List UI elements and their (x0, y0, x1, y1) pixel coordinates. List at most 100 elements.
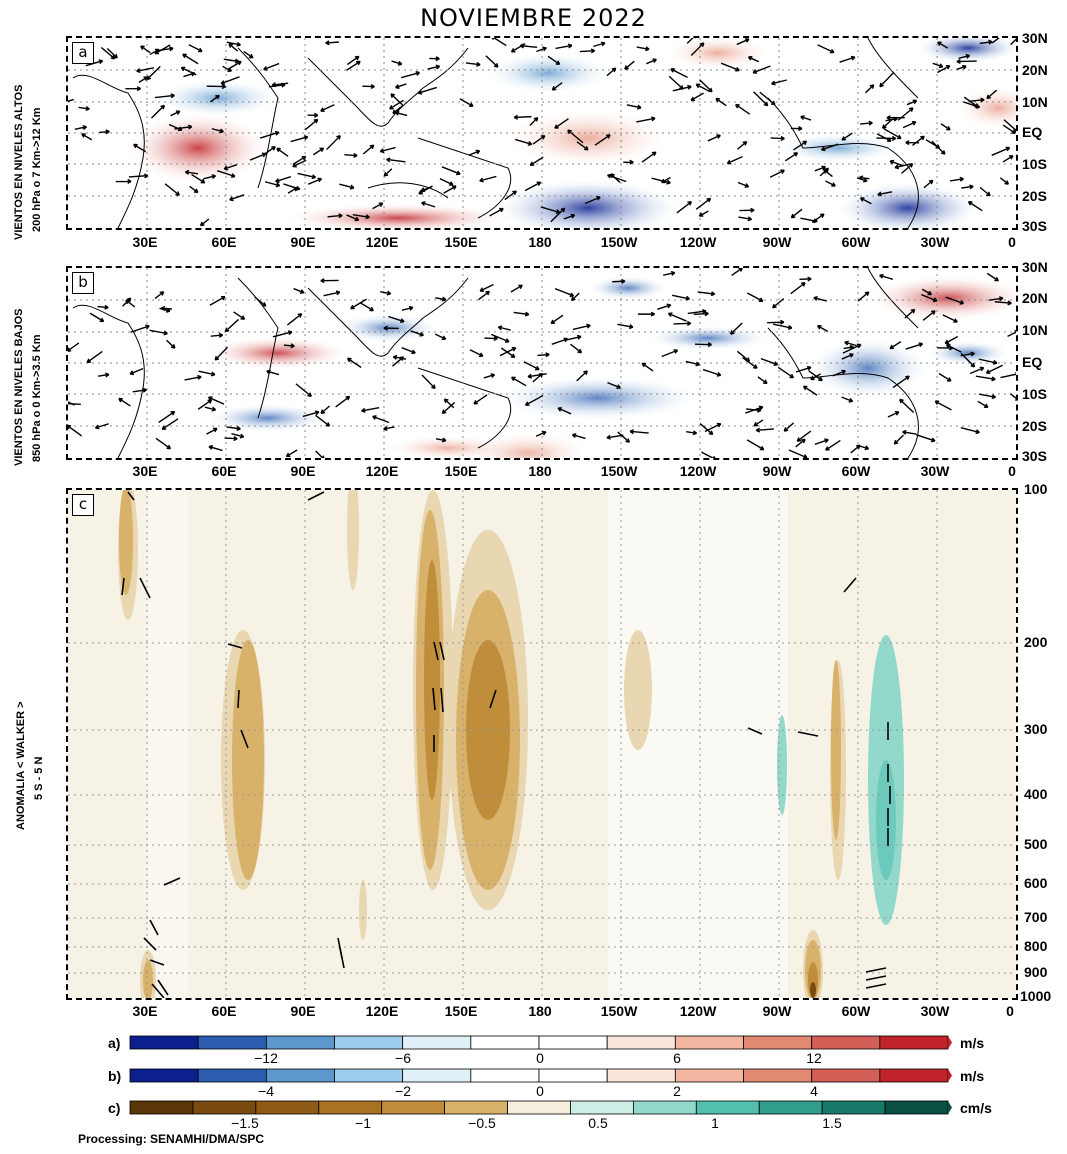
colorbar-end-cap (948, 1101, 952, 1114)
wind-vector (379, 146, 396, 154)
wind-vector (243, 50, 254, 59)
wind-vector (383, 325, 399, 331)
wind-vector (206, 427, 218, 435)
wind-vector (934, 400, 952, 411)
wind-vector (979, 39, 993, 45)
wind-vector (285, 449, 298, 458)
wind-vector (154, 93, 175, 99)
wind-vector (1009, 393, 1016, 401)
lon-label: 90E (290, 234, 316, 250)
colorbar-tick: 1 (711, 1115, 719, 1131)
wind-vector (209, 295, 226, 306)
lat-label: EQ (1022, 354, 1043, 370)
colorbar-tick: 12 (806, 1050, 822, 1066)
lon-label: 90E (290, 1003, 316, 1019)
wind-vector (286, 313, 303, 326)
wind-vector (295, 383, 312, 397)
wind-vector (991, 38, 1000, 44)
colorbar-swatch (811, 1035, 881, 1050)
wind-vector (737, 181, 750, 188)
wind-vector (198, 370, 216, 377)
wind-vector (327, 213, 343, 219)
wind-vector (889, 159, 904, 167)
colorbar-end-cap (948, 1036, 952, 1049)
wind-vector (81, 133, 93, 141)
wind-vector (796, 430, 812, 442)
wind-vector (969, 366, 985, 375)
wind-vector (707, 134, 721, 142)
wind-vector (490, 333, 510, 343)
wind-vector (429, 56, 440, 62)
wind-vector (510, 284, 523, 293)
pressure-label: 800 (1024, 938, 1048, 954)
wind-vector (68, 401, 75, 406)
colorbar-tick: −0.5 (468, 1115, 496, 1131)
lon-label: 0 (1008, 463, 1016, 479)
wind-vector (554, 118, 569, 129)
lon-label: 120E (365, 1003, 399, 1019)
panel-b-lower-winds: b (66, 266, 1018, 460)
wind-vector (579, 48, 596, 54)
wind-vector (961, 184, 974, 190)
colorbar-swatch (381, 1100, 446, 1115)
wind-vector (154, 291, 165, 300)
figure-title: NOVIEMBRE 2022 (420, 4, 647, 32)
wind-vector (991, 146, 1011, 156)
wind-vector (206, 84, 226, 90)
colorbar-swatch (538, 1035, 608, 1050)
wind-vector (420, 185, 433, 193)
wind-vector (960, 351, 975, 357)
colorbar-swatch (695, 1100, 760, 1115)
wind-vector (499, 346, 517, 357)
wind-vector (283, 183, 301, 191)
wind-vector (536, 46, 547, 53)
colorbar-swatch (197, 1068, 267, 1083)
wind-vector (857, 291, 870, 302)
colorbar-b-letter: b) (108, 1068, 122, 1084)
colorbar-tick: 4 (810, 1083, 818, 1099)
colorbar-tick: 2 (673, 1083, 681, 1099)
lon-label: 120W (679, 1003, 717, 1019)
lat-label: 20N (1022, 62, 1048, 78)
panel-b-ylabel-2: 850 hPa o 0 Km->3.5 Km (31, 334, 43, 462)
colorbar-tick: 0 (536, 1050, 544, 1066)
wind-vector (359, 301, 374, 312)
lon-label: 60W (841, 463, 871, 479)
wind-vector (925, 139, 941, 149)
wind-vector (841, 396, 854, 403)
wind-vector (949, 176, 964, 182)
wind-vector (702, 368, 722, 377)
wind-vector (529, 156, 544, 167)
pressure-label: 200 (1024, 634, 1048, 650)
processing-credit: Processing: SENAMHI/DMA/SPC (78, 1132, 265, 1146)
wind-vector (180, 66, 197, 76)
colorbar-tick: −4 (258, 1083, 274, 1099)
colorbar-swatch (758, 1100, 823, 1115)
wind-vector (386, 157, 406, 163)
wind-vector (843, 344, 854, 350)
wind-vector (704, 422, 722, 433)
wind-vector (757, 376, 768, 385)
wind-vector (814, 438, 829, 446)
colorbar-tick: −1.5 (231, 1115, 259, 1131)
wind-vector (555, 43, 573, 50)
wind-vector (594, 134, 611, 146)
wind-vector (421, 201, 436, 208)
wind-vector (320, 405, 331, 415)
colorbar-swatch (265, 1035, 335, 1050)
wind-vector (339, 183, 355, 190)
wind-vector (879, 273, 894, 280)
wind-vector (687, 308, 707, 315)
wind-vector (128, 173, 149, 179)
wind-vector (978, 393, 997, 400)
colorbar-swatch (192, 1100, 257, 1115)
lat-label: 20S (1022, 188, 1047, 204)
colorbar-c (129, 1100, 952, 1115)
pressure-label: 100 (1024, 481, 1048, 497)
wind-vector (421, 374, 436, 390)
wind-vector (297, 172, 317, 180)
panel-a-ylabel-1: VIENTOS EN NIVELES ALTOS (13, 84, 25, 240)
wind-vector (746, 407, 762, 413)
wind-vector (820, 143, 839, 152)
wind-vector (529, 116, 539, 126)
